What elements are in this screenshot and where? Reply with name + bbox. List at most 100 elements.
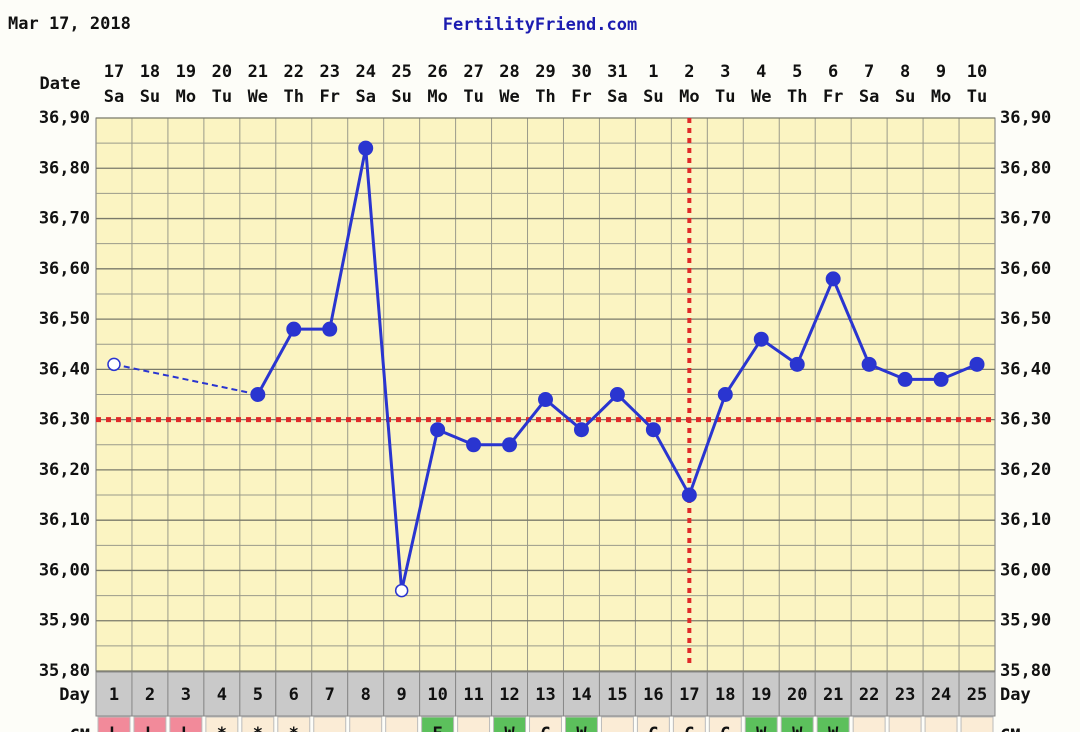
weekday-label: Su bbox=[643, 87, 663, 107]
date-label: 7 bbox=[864, 62, 874, 82]
date-label: 30 bbox=[571, 62, 591, 82]
cm-cell bbox=[421, 716, 455, 732]
data-point bbox=[897, 371, 913, 387]
date-label: 28 bbox=[499, 62, 519, 82]
date-label: 24 bbox=[355, 62, 375, 82]
day-label: Day bbox=[59, 685, 90, 705]
day-cell bbox=[203, 671, 241, 717]
weekday-label: Th bbox=[284, 87, 304, 107]
y-tick-label-right: 35,90 bbox=[1000, 611, 1051, 631]
cm-value: C bbox=[684, 724, 694, 732]
y-tick-label: 36,60 bbox=[39, 259, 90, 279]
day-cell bbox=[311, 671, 349, 717]
y-tick-label-right: 36,90 bbox=[1000, 108, 1051, 128]
date-label: 2 bbox=[684, 62, 694, 82]
weekday-label: Su bbox=[391, 87, 411, 107]
data-point bbox=[717, 387, 733, 402]
cm-value: W bbox=[576, 724, 587, 732]
x-tick-label: 1 bbox=[109, 685, 119, 705]
date-label: 3 bbox=[720, 62, 730, 82]
weekday-label: Fr bbox=[319, 87, 339, 107]
y-tick-label-right: 36,40 bbox=[1000, 359, 1051, 379]
date-label: 17 bbox=[104, 62, 124, 82]
date-label: 22 bbox=[284, 62, 304, 82]
x-tick-label: 11 bbox=[463, 685, 483, 705]
cm-label: CM bbox=[70, 726, 90, 732]
day-cell bbox=[383, 671, 421, 717]
weekday-label: Th bbox=[535, 87, 555, 107]
weekday-label: Su bbox=[140, 87, 160, 107]
cm-cell bbox=[97, 716, 131, 732]
data-point bbox=[430, 422, 446, 438]
weekday-label: Mo bbox=[931, 87, 951, 107]
cm-cell bbox=[636, 716, 670, 732]
data-point bbox=[107, 357, 121, 372]
x-tick-label: 20 bbox=[787, 685, 807, 705]
x-tick-label: 13 bbox=[535, 685, 555, 705]
cm-cell bbox=[241, 716, 275, 732]
cm-cell bbox=[960, 716, 994, 732]
y-tick-label: 36,90 bbox=[39, 108, 90, 128]
x-tick-label: 4 bbox=[217, 685, 227, 705]
y-tick-label-right: 36,30 bbox=[1000, 410, 1051, 430]
date-label: 26 bbox=[427, 62, 447, 82]
day-cell bbox=[131, 671, 169, 717]
x-tick-label: 25 bbox=[967, 685, 987, 705]
cm-value: W bbox=[828, 724, 839, 732]
data-point bbox=[969, 356, 985, 372]
day-cell bbox=[491, 671, 529, 717]
x-tick-label: 18 bbox=[715, 685, 735, 705]
date-label: 21 bbox=[248, 62, 268, 82]
data-point bbox=[825, 271, 841, 287]
cm-value: C bbox=[720, 724, 730, 732]
y-tick-label-right: 36,10 bbox=[1000, 510, 1051, 530]
y-tick-label: 36,70 bbox=[39, 209, 90, 229]
cm-value: L bbox=[181, 724, 191, 732]
day-cell bbox=[239, 671, 277, 717]
y-tick-label-right: 36,00 bbox=[1000, 560, 1051, 580]
cm-cell bbox=[313, 716, 347, 732]
weekday-label: Mo bbox=[427, 87, 447, 107]
cm-value: * bbox=[253, 724, 263, 732]
y-tick-label: 36,80 bbox=[39, 158, 90, 178]
data-point bbox=[322, 321, 338, 337]
day-label-right: Day bbox=[1000, 685, 1031, 705]
weekday-label: Tu bbox=[967, 87, 987, 107]
weekday-label: We bbox=[751, 87, 771, 107]
weekday-label: We bbox=[499, 87, 519, 107]
x-tick-label: 22 bbox=[859, 685, 879, 705]
x-tick-label: 19 bbox=[751, 685, 771, 705]
data-point bbox=[466, 437, 482, 453]
data-point bbox=[250, 387, 266, 402]
day-cell bbox=[922, 671, 960, 717]
y-tick-label-right: 36,70 bbox=[1000, 209, 1051, 229]
x-tick-label: 2 bbox=[145, 685, 155, 705]
date-label: 18 bbox=[140, 62, 160, 82]
weekday-label: Sa bbox=[607, 87, 627, 107]
weekday-label: Fr bbox=[571, 87, 591, 107]
weekday-label: Th bbox=[787, 87, 807, 107]
y-tick-label: 35,90 bbox=[39, 611, 90, 631]
date-label: 5 bbox=[792, 62, 802, 82]
y-tick-label: 36,40 bbox=[39, 359, 90, 379]
cm-cell bbox=[816, 716, 850, 732]
cm-cell bbox=[205, 716, 239, 732]
cm-value: L bbox=[145, 724, 155, 732]
weekday-label: Mo bbox=[679, 87, 699, 107]
data-point bbox=[394, 583, 409, 598]
weekday-label: Sa bbox=[859, 87, 879, 107]
day-cell bbox=[167, 671, 205, 717]
day-cell bbox=[347, 671, 385, 717]
cm-value: * bbox=[289, 724, 299, 732]
cm-cell bbox=[708, 716, 742, 732]
data-point bbox=[645, 422, 661, 438]
x-tick-label: 5 bbox=[253, 685, 263, 705]
data-point bbox=[502, 437, 518, 453]
cm-cell bbox=[493, 716, 527, 732]
y-tick-label-right: 36,20 bbox=[1000, 460, 1051, 480]
date-label: 10 bbox=[967, 62, 987, 82]
day-cell bbox=[598, 671, 636, 717]
day-cell bbox=[814, 671, 852, 717]
weekday-label: Fr bbox=[823, 87, 843, 107]
cm-cell bbox=[529, 716, 562, 732]
